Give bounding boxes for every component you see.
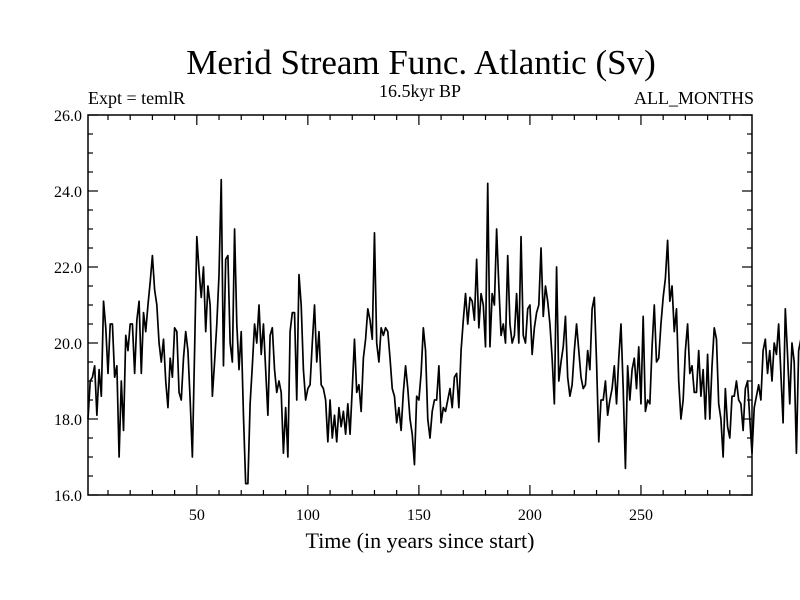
months-label: ALL_MONTHS xyxy=(634,88,754,108)
x-tick-labels: 50 100 150 200 250 xyxy=(189,507,653,524)
y-tick-label: 20.0 xyxy=(54,336,82,353)
y-tick-labels: 16.0 18.0 20.0 22.0 24.0 26.0 xyxy=(54,108,82,505)
experiment-label: Expt = temlR xyxy=(88,88,185,108)
y-tick-label: 26.0 xyxy=(54,108,82,125)
period-label: 16.5kyr BP xyxy=(379,81,461,101)
series-line xyxy=(87,178,800,485)
x-tick-label: 150 xyxy=(407,507,431,524)
x-tick-label: 200 xyxy=(518,507,542,524)
plot-frame xyxy=(87,114,753,496)
y-tick-label: 16.0 xyxy=(54,488,82,505)
x-tick-label: 50 xyxy=(189,507,205,524)
y-tick-label: 22.0 xyxy=(54,260,82,277)
chart-title: Merid Stream Func. Atlantic (Sv) xyxy=(186,43,656,82)
x-tick-label: 250 xyxy=(629,507,653,524)
x-axis-label: Time (in years since start) xyxy=(306,528,535,553)
y-tick-label: 18.0 xyxy=(54,412,82,429)
x-tick-label: 100 xyxy=(296,507,320,524)
y-tick-label: 24.0 xyxy=(54,184,82,201)
